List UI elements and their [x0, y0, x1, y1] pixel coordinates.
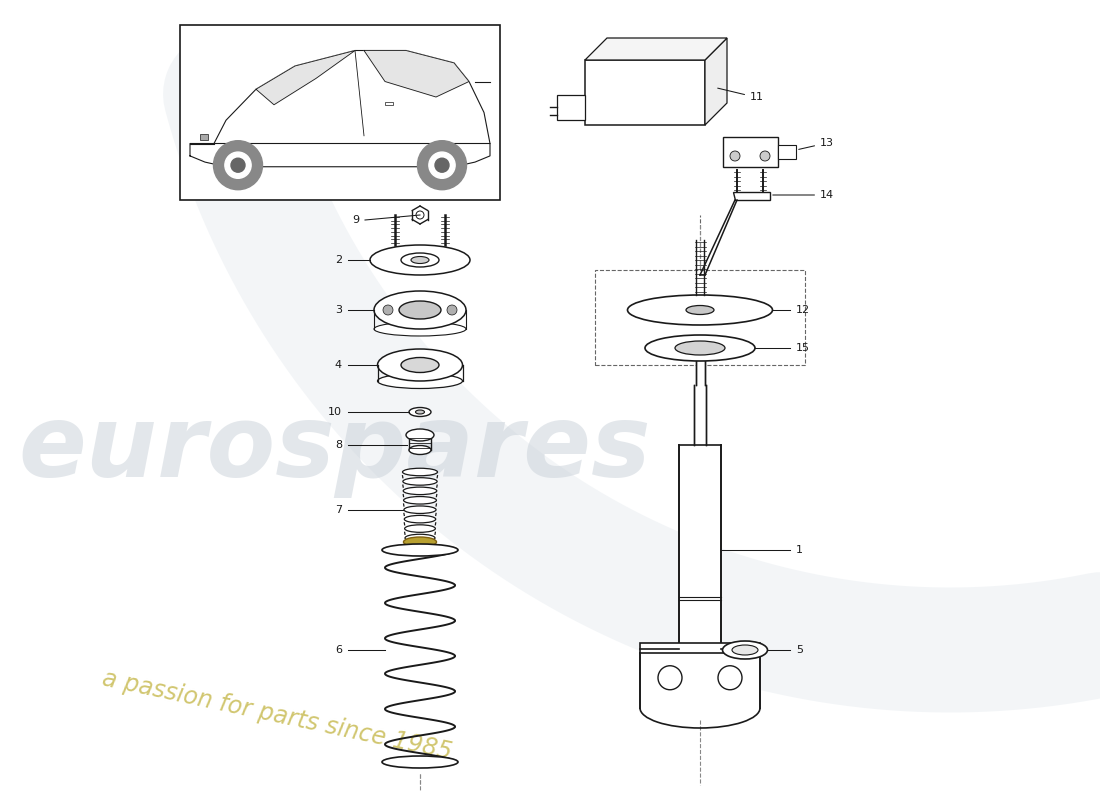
Circle shape: [658, 666, 682, 690]
Text: 4: 4: [334, 360, 342, 370]
Bar: [778, 145, 796, 159]
Ellipse shape: [404, 497, 437, 504]
Ellipse shape: [645, 335, 755, 361]
Ellipse shape: [402, 358, 439, 373]
Text: 6: 6: [336, 645, 342, 655]
Text: a passion for parts since 1985: a passion for parts since 1985: [100, 666, 454, 764]
Ellipse shape: [370, 245, 470, 275]
Polygon shape: [190, 143, 490, 166]
Polygon shape: [364, 50, 469, 97]
Polygon shape: [256, 50, 355, 105]
Circle shape: [429, 152, 455, 178]
Ellipse shape: [402, 253, 439, 267]
Ellipse shape: [686, 306, 714, 314]
Bar: [557, 95, 585, 120]
Ellipse shape: [723, 641, 768, 659]
Ellipse shape: [409, 407, 431, 417]
Ellipse shape: [404, 487, 437, 494]
Ellipse shape: [405, 525, 436, 532]
Text: 15: 15: [796, 343, 810, 353]
Polygon shape: [640, 653, 760, 708]
Text: 14: 14: [773, 190, 834, 200]
Ellipse shape: [403, 468, 438, 476]
Circle shape: [416, 211, 424, 219]
Text: 8: 8: [334, 440, 342, 450]
Polygon shape: [585, 38, 727, 60]
Text: 13: 13: [799, 138, 834, 150]
Ellipse shape: [403, 478, 437, 485]
Circle shape: [418, 141, 466, 190]
Text: 10: 10: [328, 407, 342, 417]
Bar: [640, 643, 760, 653]
Ellipse shape: [675, 341, 725, 355]
Circle shape: [383, 305, 393, 315]
Text: 7: 7: [334, 505, 342, 515]
Circle shape: [730, 151, 740, 161]
Text: 11: 11: [717, 88, 764, 102]
Ellipse shape: [374, 291, 466, 329]
Ellipse shape: [382, 544, 458, 556]
Bar: [385, 102, 393, 105]
Text: 3: 3: [336, 305, 342, 315]
Circle shape: [231, 158, 245, 172]
Bar: [595, 270, 805, 365]
Bar: [180, 25, 500, 200]
Ellipse shape: [374, 322, 466, 336]
Bar: [585, 60, 705, 125]
Text: eurospares: eurospares: [18, 402, 650, 498]
Ellipse shape: [406, 429, 434, 441]
Text: 9: 9: [352, 215, 359, 225]
Circle shape: [224, 152, 251, 178]
Ellipse shape: [377, 374, 462, 389]
Ellipse shape: [405, 515, 436, 523]
Circle shape: [447, 305, 456, 315]
Ellipse shape: [399, 301, 441, 319]
Ellipse shape: [382, 756, 458, 768]
Ellipse shape: [411, 257, 429, 263]
Ellipse shape: [404, 506, 436, 514]
Text: 5: 5: [796, 645, 803, 655]
Circle shape: [434, 158, 449, 172]
Text: 2: 2: [334, 255, 342, 265]
Polygon shape: [733, 192, 770, 200]
Bar: [723, 137, 778, 167]
Ellipse shape: [404, 537, 437, 547]
Ellipse shape: [405, 534, 435, 542]
Ellipse shape: [732, 645, 758, 655]
Circle shape: [213, 141, 263, 190]
Bar: [200, 134, 208, 141]
Ellipse shape: [416, 410, 425, 414]
Text: 12: 12: [796, 305, 810, 315]
Circle shape: [760, 151, 770, 161]
Circle shape: [718, 666, 743, 690]
Ellipse shape: [627, 295, 772, 325]
Text: 1: 1: [796, 545, 803, 555]
Polygon shape: [705, 38, 727, 125]
Ellipse shape: [377, 349, 462, 381]
Ellipse shape: [409, 446, 431, 454]
